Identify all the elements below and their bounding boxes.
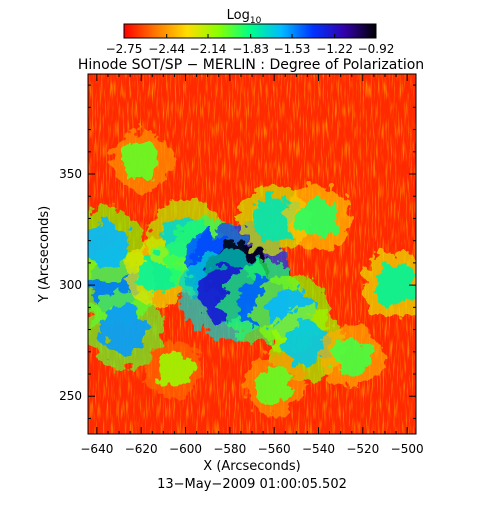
colorbar-tick-label: −2.44 [148, 42, 185, 56]
colorbar-tick-label: −0.92 [358, 42, 395, 56]
x-tick-label: −640 [80, 442, 113, 456]
colorbar-ticks: −2.75 −2.44 −2.14 −1.83 −1.53 −1.22 −0.92 [106, 34, 395, 56]
x-tick-label: −560 [258, 442, 291, 456]
heatmap-feature [99, 305, 148, 354]
y-tick-label: 350 [59, 167, 82, 181]
colorbar-tick-label: −2.75 [106, 42, 143, 56]
x-tick-label: −540 [302, 442, 335, 456]
heatmap-feature [156, 351, 193, 388]
heatmap-feature [374, 263, 416, 307]
y-tick-label: 300 [59, 278, 82, 292]
chart-subtitle: 13−May−2009 01:00:05.502 [157, 477, 347, 492]
x-tick-label: −520 [346, 442, 379, 456]
y-axis: 250 300 350 [59, 84, 416, 419]
heatmap-features [88, 130, 416, 416]
x-tick-label: −580 [213, 442, 246, 456]
x-axis-label: X (Arcseconds) [203, 459, 300, 474]
chart-title: Hinode SOT/SP − MERLIN : Degree of Polar… [78, 57, 424, 73]
colorbar [123, 23, 377, 39]
heatmap-feature [252, 196, 297, 241]
heatmap-feature [88, 221, 130, 269]
heatmap-feature [284, 319, 331, 367]
colorbar-tick-label: −1.53 [274, 42, 311, 56]
y-tick-label: 250 [59, 389, 82, 403]
x-axis: −640 −620 −600 −580 −560 −540 −520 −500 [80, 74, 424, 456]
y-axis-label: Y (Arcseconds) [37, 206, 52, 303]
x-tick-label: −620 [125, 442, 158, 456]
heatmap-feature [122, 141, 161, 180]
x-tick-label: −500 [391, 442, 424, 456]
heatmap-feature [332, 336, 372, 376]
colorbar-tick-label: −2.14 [190, 42, 227, 56]
x-tick-label: −600 [169, 442, 202, 456]
colorbar-label: Log10 [227, 8, 262, 26]
heatmap-image [88, 74, 416, 434]
heatmap-feature [255, 366, 294, 405]
colorbar-tick-label: −1.22 [316, 42, 353, 56]
colorbar-tick-label: −1.83 [232, 42, 269, 56]
heatmap-feature [298, 198, 339, 239]
